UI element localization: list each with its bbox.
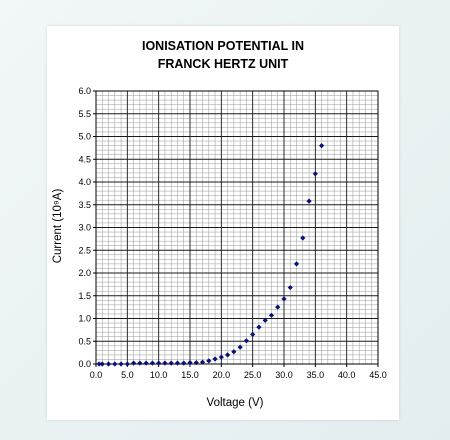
- x-axis-label: Voltage (V): [207, 397, 264, 409]
- data-point: [137, 360, 143, 366]
- data-point: [231, 349, 237, 355]
- y-axis-ticks: 0.0 0.5 1.0 1.5 2.0 2.5 3.0 3.5 4.0 4.5 5.0 5.5 6.0: [78, 86, 96, 369]
- x-tick-label: 0.0: [90, 370, 103, 380]
- x-tick-label: 10.0: [150, 370, 168, 380]
- data-point: [268, 312, 275, 318]
- data-point: [287, 284, 293, 291]
- data-point: [143, 360, 149, 366]
- data-point: [262, 317, 268, 323]
- data-point: [187, 360, 193, 366]
- data-point: [250, 331, 256, 338]
- data-point: [131, 360, 137, 366]
- major-gridlines: [96, 91, 378, 364]
- data-point: [300, 235, 306, 241]
- data-point: [99, 361, 105, 367]
- y-tick-label: 3.0: [78, 223, 91, 233]
- data-point: [293, 261, 300, 267]
- x-tick-label: 20.0: [213, 370, 231, 380]
- data-point: [243, 338, 249, 344]
- y-tick-label: 5.0: [78, 132, 91, 142]
- x-tick-label: 15.0: [181, 370, 199, 380]
- data-point: [174, 360, 181, 366]
- x-tick-label: 40.0: [338, 370, 356, 380]
- y-tick-label: 4.5: [78, 154, 91, 164]
- y-tick-label: 4.0: [78, 177, 91, 187]
- data-point: [281, 296, 287, 302]
- data-point: [312, 171, 318, 177]
- data-point: [193, 360, 199, 366]
- data-point: [306, 198, 312, 204]
- chart-title-line-1: IONISATION POTENTIAL IN: [142, 39, 304, 53]
- data-point: [156, 360, 162, 366]
- data-point: [181, 360, 187, 366]
- data-point: [112, 361, 118, 367]
- x-axis-ticks: 0.0 5.0 10.0 15.0 20.0 25.0 30.0 35.0 40.0 45.0: [90, 364, 387, 380]
- data-point: [168, 360, 174, 366]
- x-tick-label: 35.0: [307, 370, 325, 380]
- y-tick-label: 3.5: [78, 200, 91, 210]
- data-point: [237, 344, 243, 350]
- data-point: [212, 356, 218, 362]
- data-point: [118, 361, 124, 367]
- y-tick-label: 5.5: [78, 109, 91, 119]
- x-tick-label: 45.0: [369, 370, 387, 380]
- x-tick-label: 25.0: [244, 370, 262, 380]
- data-point: [96, 361, 102, 367]
- chart-title-line-2: FRANCK HERTZ UNIT: [158, 57, 289, 71]
- data-point: [149, 360, 155, 366]
- chart-canvas: IONISATION POTENTIAL IN FRANCK HERTZ UNI…: [52, 39, 387, 409]
- data-point: [162, 360, 168, 366]
- data-point: [206, 358, 212, 364]
- data-point: [218, 354, 224, 360]
- y-tick-label: 2.5: [78, 245, 91, 255]
- x-tick-label: 30.0: [275, 370, 293, 380]
- y-tick-label: 0.0: [78, 359, 91, 369]
- chart-card: IONISATION POTENTIAL IN FRANCK HERTZ UNI…: [47, 26, 399, 420]
- data-point: [319, 143, 325, 149]
- x-tick-label: 5.0: [121, 370, 134, 380]
- y-tick-label: 1.5: [78, 291, 91, 301]
- data-point: [256, 324, 262, 330]
- data-point: [225, 352, 231, 358]
- data-point: [105, 361, 112, 367]
- y-tick-label: 1.0: [78, 314, 91, 324]
- y-axis-label: Current (10⁹A): [52, 189, 64, 264]
- data-point: [199, 359, 206, 365]
- data-points: [96, 143, 325, 367]
- y-tick-label: 2.0: [78, 268, 91, 278]
- y-tick-label: 0.5: [78, 336, 91, 346]
- y-tick-label: 6.0: [78, 86, 91, 96]
- data-point: [275, 304, 281, 310]
- data-point: [124, 361, 130, 367]
